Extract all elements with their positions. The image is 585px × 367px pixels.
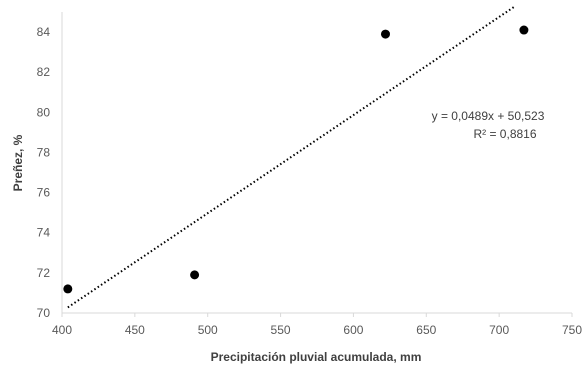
y-tick-label: 78 — [37, 145, 51, 159]
y-axis-title: Preñez, % — [11, 134, 25, 191]
y-tick-label: 74 — [37, 226, 51, 240]
data-point — [63, 284, 73, 294]
x-tick-label: 600 — [343, 323, 363, 337]
y-tick-label: 72 — [37, 266, 51, 280]
trendline-annotation: y = 0,0489x + 50,523 R² = 0,8816 — [432, 109, 545, 141]
y-tick-label: 84 — [37, 25, 51, 39]
trendline-group — [67, 6, 515, 309]
x-tick-label: 650 — [416, 323, 436, 337]
x-tick-label: 400 — [52, 323, 72, 337]
y-tick-label: 70 — [37, 306, 51, 320]
x-tick-label: 450 — [125, 323, 145, 337]
trendline — [67, 6, 515, 309]
trendline-equation: y = 0,0489x + 50,523 — [432, 109, 545, 123]
trendline-r-squared: R² = 0,8816 — [473, 127, 536, 141]
data-point — [519, 25, 529, 35]
x-axis-title: Precipitación pluvial acumulada, mm — [211, 350, 422, 364]
data-point — [380, 29, 390, 39]
y-tick-label: 76 — [37, 186, 51, 200]
x-tick-label: 700 — [489, 323, 509, 337]
data-point — [190, 270, 200, 280]
data-points — [63, 25, 529, 294]
x-tick-label: 550 — [271, 323, 291, 337]
y-tick-label: 80 — [37, 105, 51, 119]
x-tick-label: 750 — [562, 323, 582, 337]
x-tick-label: 500 — [198, 323, 218, 337]
y-tick-label: 82 — [37, 65, 51, 79]
axes: 70 72 74 76 78 80 82 84 400 450 500 550 600 650 700 750 — [37, 12, 582, 337]
